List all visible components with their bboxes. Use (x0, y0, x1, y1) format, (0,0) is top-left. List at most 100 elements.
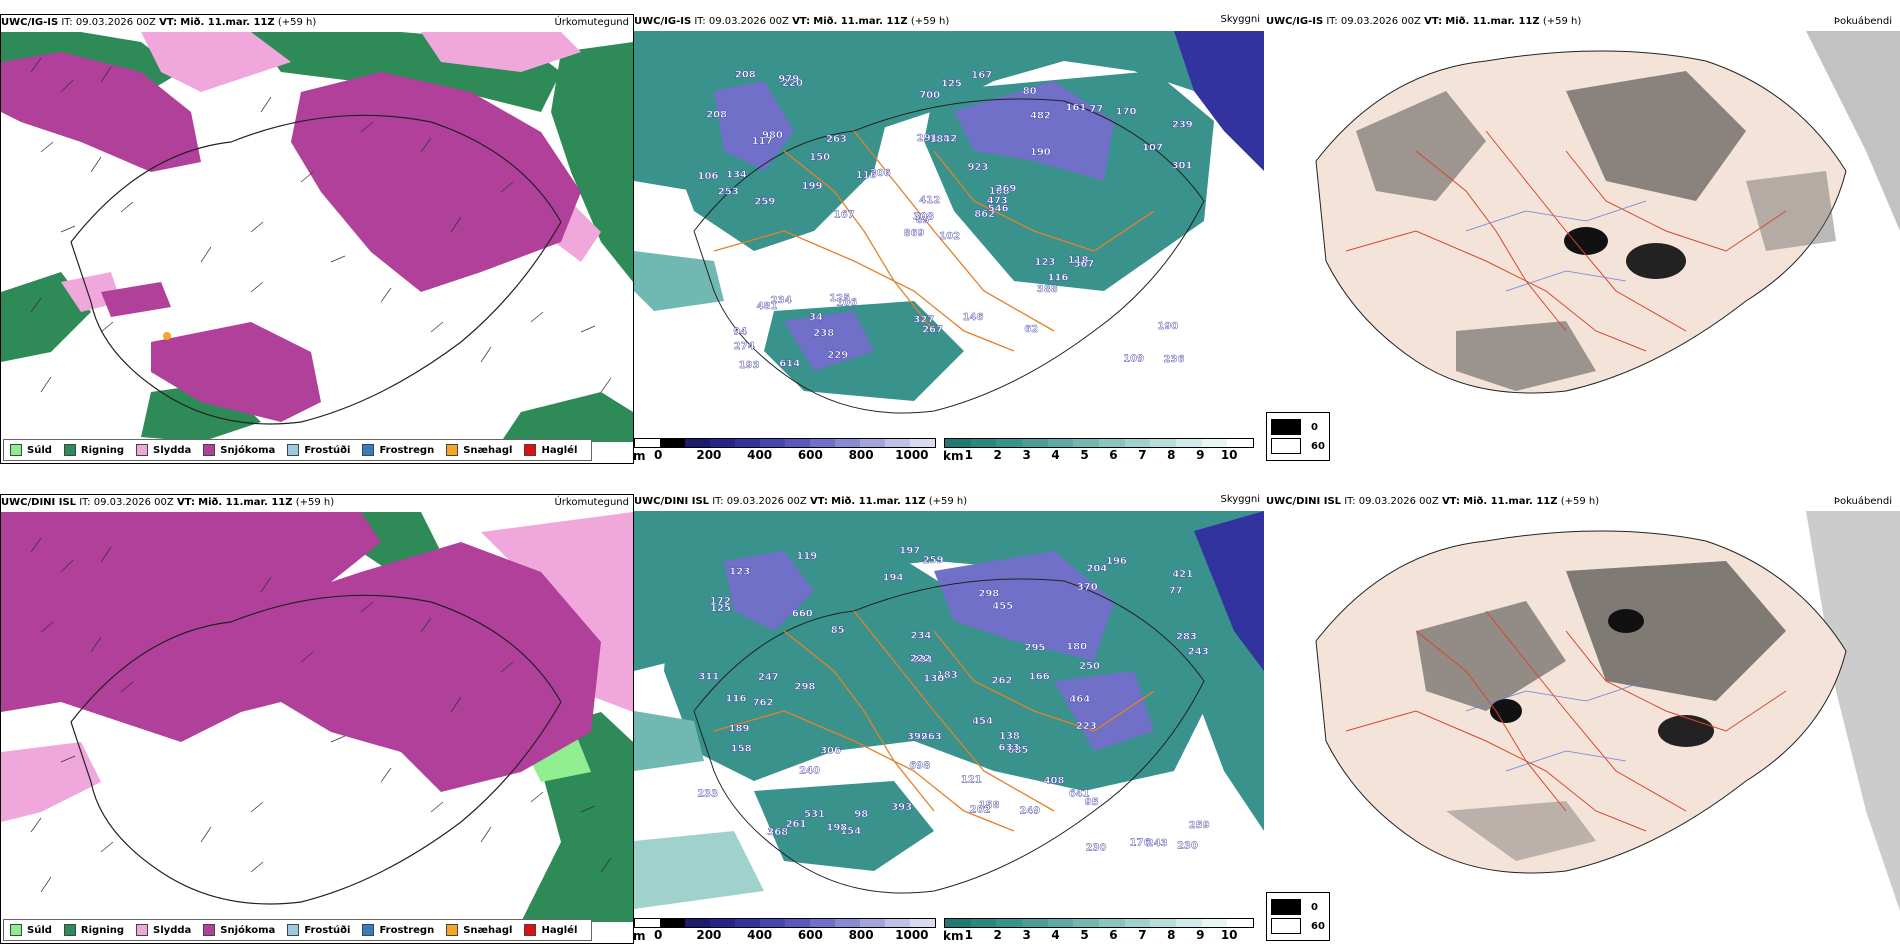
visibility-value-label: 283 (1176, 632, 1197, 643)
visibility-value-label: 116 (1048, 272, 1069, 283)
colorbar-tick: 6 (1109, 928, 1118, 942)
colorbar-tick: 9 (1196, 448, 1205, 462)
visibility-map[interactable]: 311 259 180 421 172 176 762 455 234 196 183 223 197 1… (634, 511, 1264, 909)
colorbar-step (970, 919, 997, 927)
model-name: UWC/IG-IS (1266, 16, 1324, 27)
it-label: IT: (79, 497, 91, 508)
visibility-value-label: 82 (943, 134, 957, 145)
visibility-value-label: 176 (1130, 838, 1151, 849)
legend-item: Snjókoma (203, 924, 275, 936)
visibility-value-label: 306 (820, 746, 841, 757)
fog-legend-row: 0 (1271, 419, 1325, 435)
visibility-value-label: 134 (726, 170, 747, 181)
lead-time: (+59 h) (910, 16, 950, 27)
swatch-slydda (136, 444, 149, 456)
colorbar-tick: 1000 (895, 448, 929, 462)
visibility-value-label: 370 (1077, 582, 1098, 593)
colorbar-step (810, 439, 835, 447)
colorbar-step (996, 919, 1023, 927)
visibility-value-label: 116 (726, 693, 747, 704)
colorbar-step (1099, 439, 1125, 447)
swatch-haglel (524, 444, 537, 456)
height-colorbar: 0 200 400 600 800 1000 m (633, 438, 936, 463)
visibility-value-label: 236 (1164, 354, 1185, 365)
visibility-value-label: 454 (972, 716, 993, 727)
visibility-value-label: 202 (970, 805, 991, 816)
swatch-frostregn (362, 444, 375, 456)
legend-item: Frostúði (287, 924, 350, 936)
swatch-snaehagl (446, 924, 459, 936)
colorbar-tick: 1 (964, 928, 973, 942)
colorbar-step (945, 439, 971, 447)
colorbar-step (660, 919, 685, 927)
visibility-value-label: 274 (734, 341, 755, 352)
visibility-value-label: 183 (937, 670, 958, 681)
colorbar-step (685, 439, 710, 447)
colorbar-tick: 3 (1022, 448, 1031, 462)
visibility-value-label: 180 (1066, 642, 1087, 653)
precip-map[interactable] (1, 512, 633, 922)
colorbar-step (1150, 439, 1177, 447)
colorbar-tick: 3 (1022, 928, 1031, 942)
vt-value: Mið. 11.mar. 11Z (831, 496, 926, 507)
visibility-value-label: 473 (987, 195, 1008, 206)
colorbar-tick: 200 (696, 448, 722, 462)
colorbar-tick: 8 (1167, 928, 1176, 942)
visibility-value-label: 102 (939, 231, 960, 242)
visibility-value-label: 234 (771, 295, 792, 306)
visibility-value-label: 234 (911, 631, 932, 642)
visibility-labels: 102 117 89 94 108 106 80 82 482 862 220 236 259 239 86… (697, 69, 1193, 371)
visibility-value-label: 106 (698, 171, 719, 182)
fog-map[interactable] (1266, 31, 1900, 441)
visibility-value-label: 482 (1030, 110, 1051, 121)
lead-time: (+59 h) (1542, 16, 1582, 27)
vt-value: Mið. 11.mar. 11Z (813, 16, 908, 27)
visibility-value-label: 158 (731, 744, 752, 755)
colorbar-tick: 10 (1220, 928, 1238, 942)
height-colorbar-labels: 0 200 400 600 800 1000 (634, 448, 936, 462)
precip-legend: Súld Rigning Slydda Snjókoma Frostúði Fr… (3, 439, 593, 461)
colorbar-step (835, 919, 860, 927)
fog-legend-row: 0 (1271, 899, 1325, 915)
visibility-value-label: 243 (1188, 646, 1209, 657)
vt-label: VT: (176, 497, 195, 508)
visibility-value-label: 259 (1189, 820, 1210, 831)
height-colorbar: 0 200 400 600 800 1000 m (633, 918, 936, 943)
legend-item: Slydda (136, 444, 191, 456)
it-label: IT: (1344, 496, 1356, 507)
colorbar-step (635, 919, 660, 927)
fog-map[interactable] (1266, 511, 1900, 921)
swatch-snjokoma (203, 444, 216, 456)
panel-header: UWC/IG-IS IT: 09.03.2026 00Z VT: Mið. 11… (1, 15, 633, 31)
precip-map[interactable] (1, 32, 633, 442)
fog-legend-row: 60 (1271, 438, 1325, 454)
vt-label: VT: (1424, 16, 1443, 27)
visibility-map[interactable]: 102 117 89 94 108 106 80 82 482 862 220 236 259 239 86… (634, 31, 1264, 429)
visibility-value-label: 77 (1169, 585, 1183, 596)
it-value: 09.03.2026 00Z (708, 16, 789, 27)
visibility-value-label: 762 (753, 697, 774, 708)
swatch-snjokoma (203, 924, 216, 936)
legend-item: Súld (10, 444, 52, 456)
colorbar-step (996, 439, 1023, 447)
colorbar-step (735, 439, 760, 447)
swatch-sudd (10, 924, 22, 936)
visibility-value-label: 98 (854, 809, 868, 820)
colorbar-tick: 800 (848, 448, 874, 462)
visibility-value-label: 170 (1116, 107, 1137, 118)
colorbar-step (1176, 919, 1202, 927)
visibility-value-label: 641 (1069, 788, 1090, 799)
visibility-value-label: 161 (1066, 103, 1087, 114)
visibility-value-label: 700 (919, 90, 940, 101)
vt-label: VT: (792, 16, 811, 27)
panel-title: Úrkomutegund (554, 497, 629, 508)
colorbar-step (1150, 919, 1177, 927)
visibility-value-label: 298 (795, 682, 816, 693)
visibility-colorbar-labels: 1 2 3 4 5 6 7 8 9 10 (944, 448, 1254, 462)
visibility-value-label: 146 (963, 312, 984, 323)
visibility-value-label: 269 (996, 184, 1017, 195)
colorbar-tick: 9 (1196, 928, 1205, 942)
height-colorbar-labels: 0 200 400 600 800 1000 (634, 928, 936, 942)
visibility-value-label: 193 (739, 360, 760, 371)
colorbar-step (1227, 439, 1254, 447)
